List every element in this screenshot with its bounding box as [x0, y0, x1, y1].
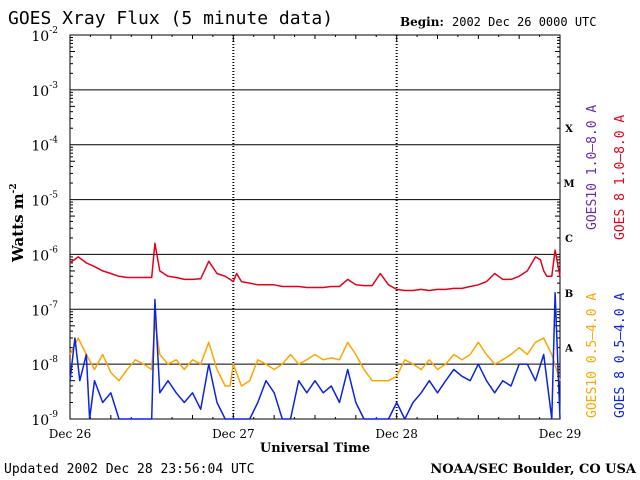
y-tick-label: 10-7: [31, 300, 58, 319]
y-tick-exp: -7: [49, 300, 58, 310]
y-tick-exp: -9: [49, 410, 58, 420]
gridlines: [69, 35, 561, 419]
legend-label: GOES 8 1.0–8.0 A: [613, 115, 628, 240]
legend-entry: GOES 8 1.0–8.0 A: [613, 115, 628, 240]
y-tick-base: 10: [31, 413, 49, 429]
y-tick-base: 10: [31, 139, 49, 155]
x-tick-label: Dec 29: [539, 427, 582, 441]
y-tick-exp: -5: [49, 191, 58, 201]
y-tick-exp: -3: [49, 81, 58, 91]
footer-updated: Updated 2002 Dec 28 23:56:04 UTC: [4, 462, 254, 477]
chart-title: GOES Xray Flux (5 minute data): [8, 8, 333, 29]
begin-label: Begin:: [400, 15, 444, 29]
y-tick-base: 10: [31, 194, 49, 210]
x-axis-label: Universal Time: [260, 441, 370, 456]
legend: GOES10 1.0–8.0 A GOES10 0.5–4.0 A GOES 8 1…: [585, 105, 628, 418]
flare-class-label: X: [565, 124, 573, 135]
flare-class-label: A: [564, 344, 573, 355]
y-tick-base: 10: [31, 303, 49, 319]
x-tick-labels: Dec 26 Dec 27 Dec 28 Dec 29: [49, 427, 582, 441]
y-tick-exp: -2: [49, 26, 58, 36]
y-tick-base: 10: [31, 358, 49, 374]
series-line: [69, 242, 561, 292]
y-tick-label: 10-3: [31, 81, 58, 100]
y-tick-base: 10: [31, 84, 49, 100]
series-line: [69, 320, 561, 387]
y-axis-label-text: Watts m: [9, 193, 27, 263]
legend-label: GOES10 0.5–4.0 A: [585, 293, 600, 418]
x-tick-label: Dec 27: [212, 427, 255, 441]
flare-class-label: M: [563, 179, 574, 190]
legend-label: GOES 8 0.5–4.0 A: [613, 293, 628, 418]
y-axis-label: Watts m-2: [9, 183, 27, 263]
legend-entry: GOES10 1.0–8.0 A: [585, 105, 600, 230]
y-tick-label: 10-2: [31, 26, 58, 45]
y-tick-exp: -6: [49, 245, 58, 255]
begin-value: 2002 Dec 26 0000 UTC: [452, 15, 597, 29]
y-axis-label-sup: -2: [9, 183, 19, 193]
flare-class-labels: X M C B A: [563, 124, 574, 354]
footer-source: NOAA/SEC Boulder, CO USA: [430, 462, 637, 477]
flare-class-label: B: [565, 289, 573, 300]
series-line: [69, 292, 561, 420]
legend-entry: GOES10 0.5–4.0 A: [585, 293, 600, 418]
y-tick-label: 10-4: [31, 136, 58, 155]
y-tick-labels: 10-210-310-410-510-610-710-810-9: [31, 26, 58, 429]
plot-frame: [69, 34, 561, 420]
y-tick-exp: -8: [49, 355, 58, 365]
y-tick-label: 10-9: [31, 410, 58, 429]
plot-area: 10-210-310-410-510-610-710-810-9 Dec 26 D…: [31, 26, 581, 441]
y-tick-exp: -4: [49, 136, 58, 146]
legend-label: GOES10 1.0–8.0 A: [585, 105, 600, 230]
y-tick-base: 10: [31, 248, 49, 264]
y-tick-label: 10-5: [31, 191, 58, 210]
x-tick-label: Dec 26: [49, 427, 92, 441]
x-tick-label: Dec 28: [375, 427, 418, 441]
y-tick-label: 10-8: [31, 355, 58, 374]
flare-class-label: C: [565, 234, 573, 245]
y-tick-label: 10-6: [31, 245, 58, 264]
series-lines: [69, 242, 561, 420]
y-tick-base: 10: [31, 29, 49, 45]
legend-entry: GOES 8 0.5–4.0 A: [613, 293, 628, 418]
